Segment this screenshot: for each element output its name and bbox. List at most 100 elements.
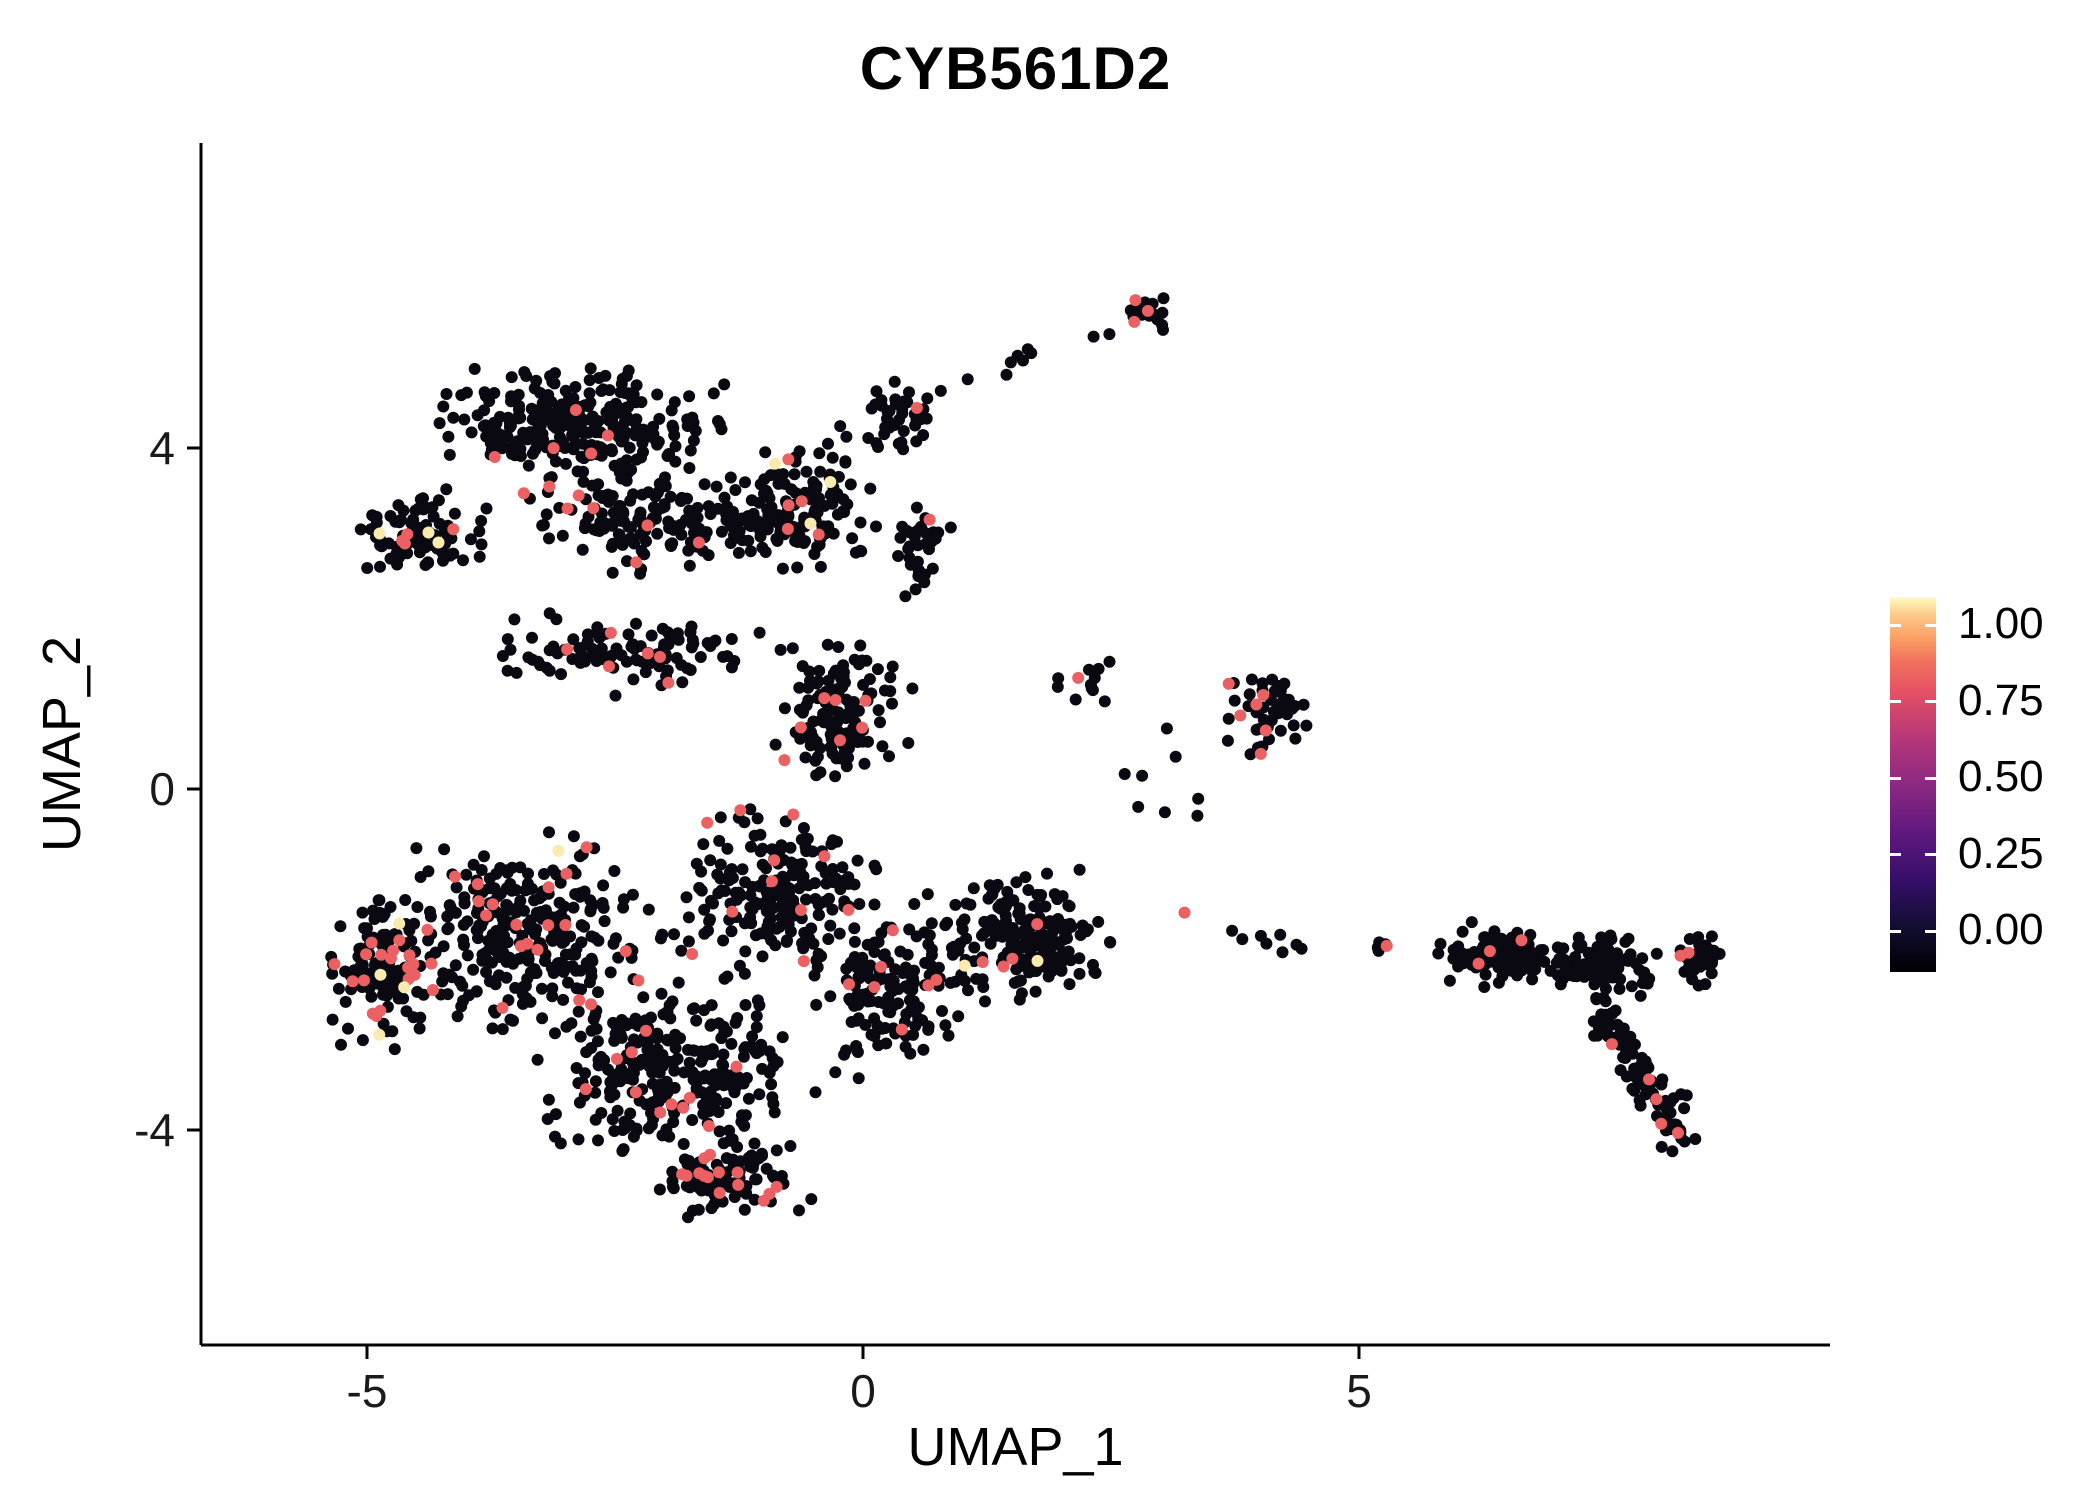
data-point [1483, 945, 1496, 958]
colorbar-tick-label: 0.25 [1958, 828, 2044, 878]
data-point [556, 398, 568, 411]
data-point [547, 967, 560, 979]
data-point [900, 1008, 913, 1021]
data-point [501, 664, 514, 677]
data-point [1128, 315, 1141, 328]
data-point [1011, 349, 1024, 362]
colorbar-tick-label: 0.75 [1958, 675, 2044, 725]
data-point [725, 863, 738, 876]
data-point [704, 913, 716, 926]
data-point [496, 1023, 509, 1036]
data-point [848, 878, 861, 891]
data-point [683, 462, 696, 474]
data-point [788, 468, 801, 481]
data-point [579, 1083, 592, 1096]
data-point [735, 512, 748, 525]
data-point [558, 963, 571, 976]
data-point [627, 488, 640, 501]
data-point [720, 1152, 733, 1165]
data-point [732, 1156, 745, 1169]
data-point [1030, 965, 1043, 977]
data-point [1633, 1094, 1646, 1107]
data-point [631, 654, 643, 667]
data-point [903, 386, 915, 399]
data-point [701, 816, 714, 829]
data-point [747, 1157, 760, 1169]
data-point [763, 1066, 776, 1079]
data-point [550, 868, 563, 881]
data-point [1634, 989, 1647, 1002]
data-point [862, 432, 875, 444]
data-point [718, 491, 731, 504]
data-point [1289, 732, 1302, 745]
data-point [683, 559, 696, 572]
data-point [598, 915, 611, 928]
data-point [1689, 1133, 1702, 1145]
data-point [1092, 915, 1105, 928]
data-point [1274, 928, 1287, 941]
data-point [486, 898, 499, 911]
data-point [513, 399, 525, 412]
data-point [810, 769, 823, 782]
data-point [842, 742, 855, 755]
data-point [1278, 693, 1291, 706]
data-point [472, 895, 485, 908]
data-point [498, 916, 511, 929]
data-point [956, 923, 969, 936]
data-point [572, 1005, 585, 1018]
data-point [617, 535, 630, 548]
data-point [490, 925, 503, 937]
data-point [629, 1086, 642, 1099]
colorbar-tick [1890, 700, 1901, 703]
data-point [903, 540, 916, 553]
data-point [534, 906, 547, 918]
data-point [765, 1078, 778, 1091]
data-point [546, 982, 559, 995]
data-point [576, 543, 589, 556]
data-point [540, 508, 553, 521]
data-point [778, 702, 791, 715]
data-point [557, 993, 570, 1006]
data-point [894, 531, 907, 544]
data-point [810, 954, 823, 967]
data-point [824, 990, 837, 1003]
data-point [712, 1106, 725, 1118]
data-point [585, 1024, 598, 1037]
data-point [739, 1041, 752, 1054]
data-point [504, 419, 517, 432]
colorbar-tick [1925, 623, 1936, 627]
data-point [868, 898, 881, 911]
data-point [1643, 1073, 1655, 1086]
data-point [571, 465, 584, 478]
data-point [774, 643, 787, 656]
data-point [496, 1001, 509, 1014]
data-point [1590, 993, 1603, 1006]
data-point [425, 957, 438, 970]
data-point [587, 502, 600, 515]
data-point [1089, 967, 1102, 979]
data-point [407, 514, 420, 527]
data-point [909, 583, 922, 596]
data-point [516, 997, 529, 1010]
data-point [447, 411, 460, 424]
data-point [1613, 982, 1626, 995]
data-point [805, 726, 817, 739]
data-point [522, 459, 535, 472]
data-point [442, 430, 455, 443]
data-point [473, 525, 486, 538]
data-point [542, 919, 555, 932]
data-point [684, 664, 697, 676]
data-point [326, 967, 339, 980]
data-point [625, 463, 638, 476]
data-point [578, 522, 591, 535]
data-point [1245, 673, 1258, 686]
data-point [589, 1086, 602, 1099]
data-point [680, 891, 693, 904]
data-point [584, 362, 597, 375]
data-point [1678, 965, 1691, 978]
data-point [1692, 931, 1705, 944]
data-point [821, 638, 834, 651]
data-point [508, 613, 521, 626]
data-point [722, 874, 735, 887]
data-point [947, 940, 960, 953]
